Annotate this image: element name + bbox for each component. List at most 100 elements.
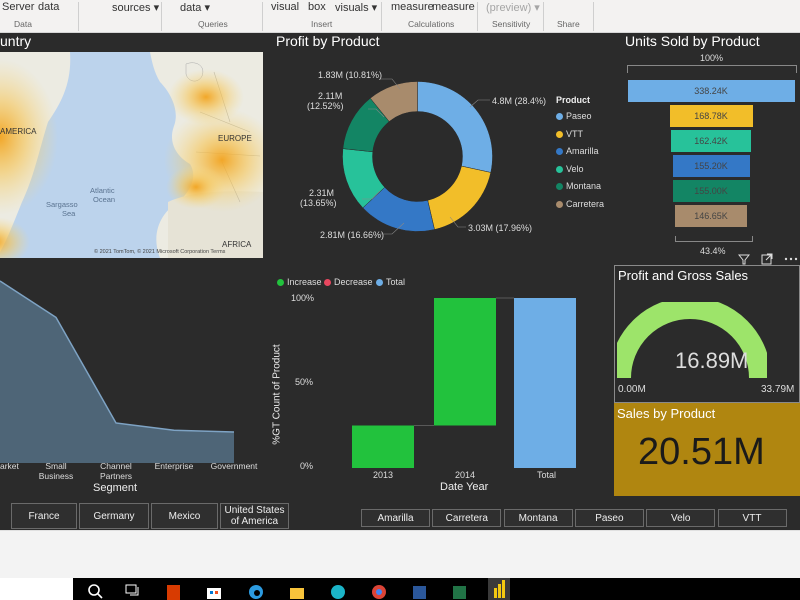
product-slicer-item-velo[interactable]: Velo — [646, 509, 716, 527]
map-label-america: AMERICA — [0, 127, 37, 136]
donut-legend-paseo[interactable]: Paseo — [556, 111, 592, 121]
ribbon-group-sensitivity: Sensitivity — [492, 19, 531, 29]
edge-icon[interactable] — [247, 582, 265, 600]
donut-legend-vtt[interactable]: VTT — [556, 129, 583, 139]
legend-dot — [556, 130, 563, 138]
profit-by-product-title: Profit by Product — [276, 33, 380, 49]
ribbon-quick-measure[interactable]: measure — [432, 1, 475, 13]
waterfall-bar-2014[interactable] — [434, 298, 496, 426]
ribbon-text-box[interactable]: box — [308, 1, 326, 13]
donut-legend-amarilla[interactable]: Amarilla — [556, 146, 599, 156]
product-slicer-item-paseo[interactable]: Paseo — [574, 509, 644, 527]
map-visual[interactable]: AMERICA EUROPE Atlantic Ocean Sargasso S… — [0, 52, 263, 258]
waterfall-bar-2013[interactable] — [352, 425, 414, 469]
segment-label: Government — [210, 461, 258, 471]
funnel-bar-vtt[interactable]: 168.78K — [669, 105, 753, 127]
profit-by-product-donut[interactable] — [330, 69, 505, 244]
ribbon-toolbar: Server data sources ▾ data ▾ visual box … — [0, 0, 800, 33]
more-options-icon[interactable] — [784, 257, 798, 261]
chrome-icon[interactable] — [370, 582, 388, 600]
country-slicer-item[interactable]: France — [11, 503, 77, 529]
donut-label-amarilla: 2.81M (16.66%) — [320, 230, 385, 240]
funnel-bar-amarilla[interactable]: 155.20K — [672, 155, 750, 177]
explorer-icon[interactable] — [288, 582, 306, 600]
waterfall-chart[interactable] — [340, 293, 590, 473]
waterfall-legend-increase: Increase — [277, 277, 322, 287]
ribbon-more-visuals[interactable]: visuals ▾ — [335, 2, 378, 14]
ribbon-group-insert: Insert — [311, 19, 333, 29]
focus-mode-icon[interactable] — [761, 253, 773, 265]
funnel-bar-montana[interactable]: 155.00K — [672, 180, 750, 202]
segment-label: Small Business — [38, 461, 74, 481]
map-attribution: © 2021 TomTom, © 2021 Microsoft Corporat… — [94, 249, 226, 255]
donut-label-vtt: 3.03M (17.96%) — [468, 223, 533, 233]
segment-area-line — [0, 280, 235, 433]
ribbon-separator — [78, 2, 79, 31]
country-slicer-item[interactable]: Germany — [79, 503, 149, 529]
sales-by-product-card[interactable]: Sales by Product 20.51M — [614, 403, 800, 496]
windows-taskbar — [0, 578, 800, 600]
donut-label-montana-pct: (12.52%) — [307, 101, 344, 111]
waterfall-legend-total: Total — [376, 277, 405, 287]
donut-label-paseo: 4.8M (28.4%) — [492, 96, 547, 106]
donut-legend-velo[interactable]: Velo — [556, 164, 584, 174]
word-icon[interactable] — [410, 582, 428, 600]
donut-legend-montana[interactable]: Montana — [556, 181, 601, 191]
store-icon[interactable] — [205, 582, 223, 600]
funnel-bar-carretera[interactable]: 146.65K — [675, 205, 747, 227]
waterfall-bar-total[interactable] — [514, 298, 576, 468]
sales-card-value: 20.51M — [638, 431, 765, 473]
excel-icon[interactable] — [450, 582, 468, 600]
filter-icon[interactable] — [738, 253, 750, 265]
waterfall-x-axis-title: Date Year — [440, 481, 489, 493]
funnel-top-bracket — [627, 65, 797, 73]
funnel-bottom-pct: 43.4% — [700, 246, 726, 256]
office-app-icon[interactable] — [164, 582, 182, 600]
segment-area-chart[interactable] — [0, 263, 262, 463]
ribbon-new-visual[interactable]: visual — [271, 1, 300, 13]
units-sold-title: Units Sold by Product — [625, 33, 760, 49]
waterfall-y-tick-100: 100% — [291, 293, 315, 303]
segment-label: Channel Partners — [99, 461, 133, 481]
country-slicer-item[interactable]: United States of America — [220, 503, 289, 529]
funnel-top-pct: 100% — [700, 53, 724, 63]
funnel-bar-velo[interactable]: 162.42K — [671, 130, 751, 152]
ribbon-recent-sources[interactable]: sources ▾ — [112, 2, 160, 14]
ribbon-sql-server[interactable]: Server — [2, 1, 35, 13]
legend-dot — [556, 165, 563, 173]
ribbon-group-calculations: Calculations — [408, 19, 455, 29]
ribbon-transform-data[interactable]: data ▾ — [180, 2, 210, 14]
legend-dot — [324, 279, 331, 286]
legend-dot — [556, 200, 563, 208]
waterfall-x-label-2013: 2013 — [373, 470, 394, 480]
donut-label-carretera: 1.83M (10.81%) — [318, 70, 383, 80]
country-slicer-item[interactable]: Mexico — [151, 503, 218, 529]
funnel-bar-paseo[interactable]: 338.24K — [627, 80, 795, 102]
ribbon-enter-data[interactable]: data — [38, 1, 60, 13]
funnel-bottom-bracket — [675, 236, 753, 242]
gauge-visual[interactable]: Profit and Gross Sales 16.89M 0.00M 33.7… — [614, 265, 800, 403]
product-slicer-item-amarilla[interactable]: Amarilla — [361, 509, 430, 527]
donut-legend-carretera[interactable]: Carretera — [556, 199, 604, 209]
report-canvas: untry AMERICA EUROPE Atlantic — [0, 33, 800, 530]
product-slicer-item-carretera[interactable]: Carretera — [432, 509, 502, 527]
donut-slice-carretera[interactable] — [369, 81, 418, 122]
task-view-icon[interactable] — [124, 582, 142, 600]
ribbon-separator — [161, 2, 162, 31]
power-bi-icon[interactable] — [488, 578, 510, 600]
legend-label: Montana — [566, 181, 602, 191]
page-footer-area — [0, 530, 800, 578]
gauge-min: 0.00M — [618, 384, 646, 395]
waterfall-y-axis-title: %GT Count of Product — [271, 344, 283, 445]
product-slicer-item-vtt[interactable]: VTT — [717, 509, 787, 527]
ribbon-group-data: Data — [14, 19, 32, 29]
ribbon-new-measure[interactable]: measure — [391, 1, 434, 13]
map-label-africa: AFRICA — [222, 240, 252, 249]
product-slicer-item-montana[interactable]: Montana — [503, 509, 573, 527]
search-icon[interactable] — [86, 582, 104, 600]
ribbon-sensitivity[interactable]: (preview) ▾ — [486, 2, 540, 14]
donut-leader-lines — [362, 78, 490, 235]
donut-legend-title: Product — [556, 95, 591, 105]
legend-label: Amarilla — [566, 146, 599, 156]
browser-icon[interactable] — [329, 582, 347, 600]
